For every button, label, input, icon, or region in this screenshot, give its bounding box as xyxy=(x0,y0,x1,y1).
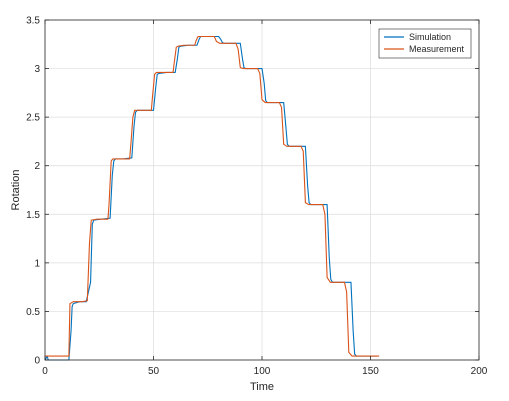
y-tick-label: 0 xyxy=(34,356,40,367)
y-tick-label: 0.5 xyxy=(26,307,40,318)
y-tick-label: 1 xyxy=(34,258,40,269)
x-tick-label: 150 xyxy=(362,366,379,377)
x-tick-label: 100 xyxy=(254,366,271,377)
y-tick-label: 2.5 xyxy=(26,113,40,124)
tick-labels: 0 50 100 150 200 0 0.5 1 1.5 2 2.5 3 3.5 xyxy=(26,16,488,378)
y-tick-label: 3.5 xyxy=(26,16,40,27)
legend-box xyxy=(378,28,472,59)
x-axis-label: Time xyxy=(250,381,274,393)
legend-label-simulation: Simulation xyxy=(409,32,451,42)
x-tick-label: 50 xyxy=(148,366,160,377)
x-tick-label: 200 xyxy=(471,366,488,377)
y-axis-label: Rotation xyxy=(10,170,22,211)
x-tick-label: 0 xyxy=(42,366,48,377)
y-tick-label: 1.5 xyxy=(26,210,40,221)
legend: Simulation Measurement xyxy=(378,28,472,59)
legend-label-measurement: Measurement xyxy=(409,44,465,54)
series-layer xyxy=(44,35,380,361)
y-tick-label: 2 xyxy=(34,161,40,172)
y-tick-label: 3 xyxy=(34,64,40,75)
series-line-measurement xyxy=(45,35,380,357)
axes xyxy=(44,19,480,361)
